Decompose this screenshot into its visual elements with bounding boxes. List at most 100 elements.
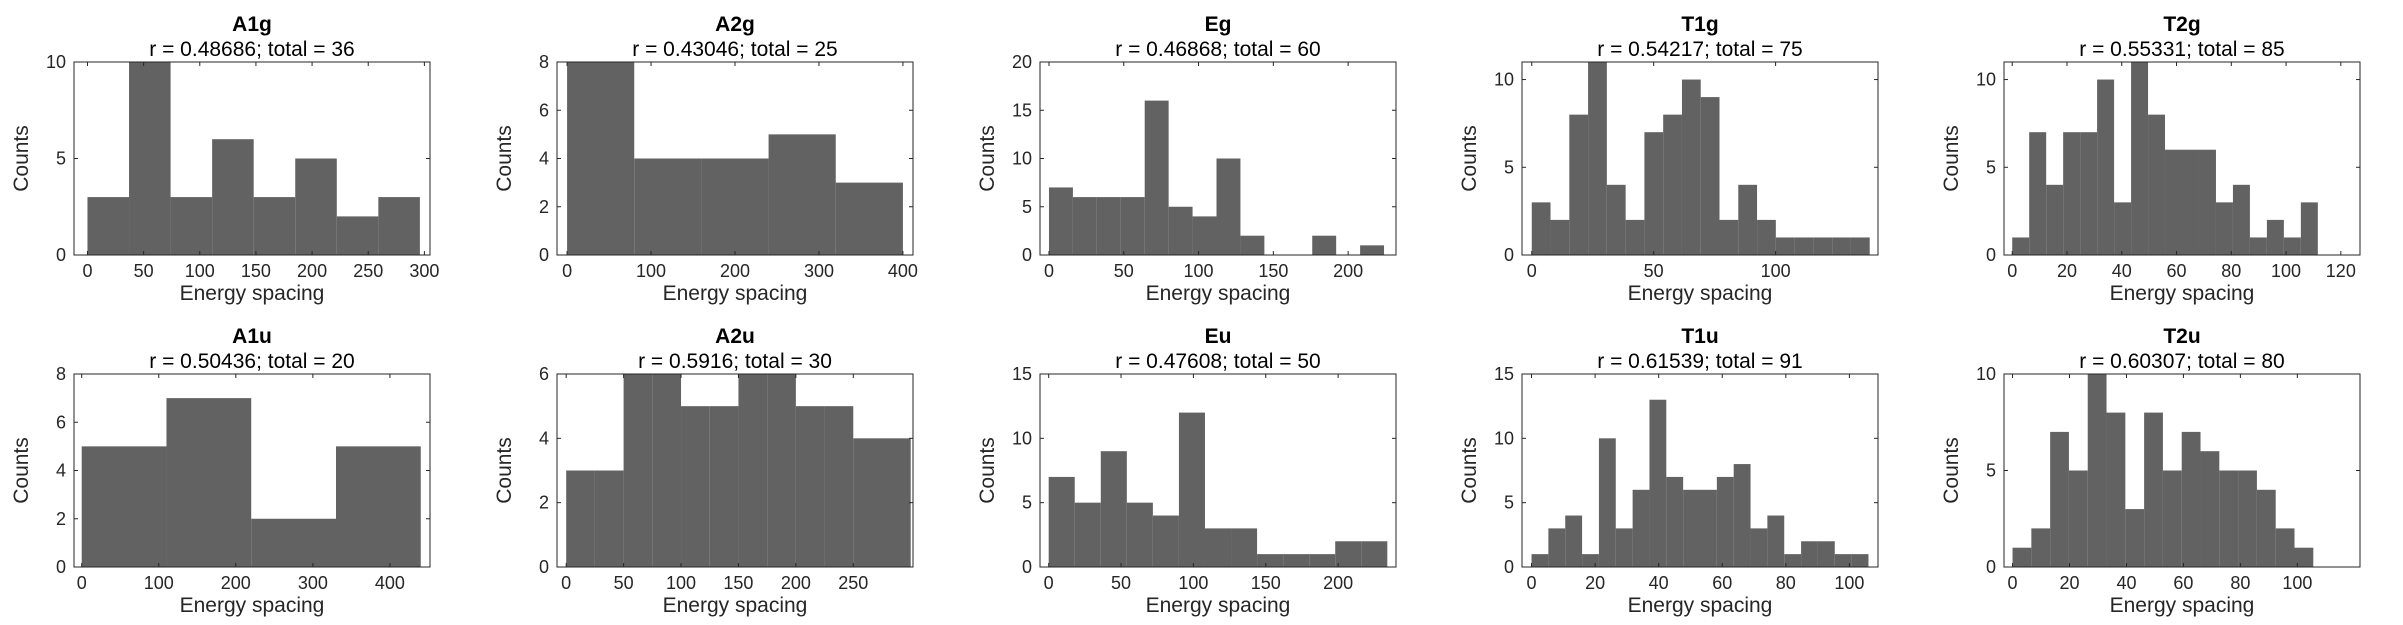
x-tick-label: 40 (2112, 261, 2132, 281)
chart-title: T2g (2163, 13, 2200, 36)
y-axis-label: Counts (976, 437, 999, 504)
histogram-bar (1632, 489, 1650, 567)
x-tick-label: 250 (353, 261, 383, 281)
histogram-bar (1750, 528, 1768, 567)
y-axis-label: Counts (1940, 125, 1963, 192)
y-tick-label: 15 (1012, 364, 1032, 384)
histogram-bar (2219, 470, 2239, 567)
x-axis-label: Energy spacing (180, 594, 325, 617)
x-tick-label: 0 (2008, 573, 2018, 593)
y-tick-label: 2 (56, 509, 66, 529)
histogram-bar (2125, 509, 2145, 567)
histogram-bar (166, 398, 252, 567)
histogram-bar (634, 158, 702, 255)
chart-title: T1u (1681, 325, 1718, 348)
histogram-bar (1832, 237, 1851, 255)
x-tick-label: 80 (2230, 573, 2250, 593)
x-tick-label: 100 (636, 261, 666, 281)
histogram-bar (1850, 237, 1870, 255)
histogram-bar (1625, 219, 1645, 255)
histogram-bar (1606, 184, 1626, 255)
histogram-bar (1700, 489, 1717, 567)
histogram-bar (129, 62, 171, 255)
y-tick-label: 15 (1494, 364, 1514, 384)
histogram-panel-Eu: 0 50 100 150 200 0 5 10 15 Eur = 0.47608; total =… (976, 325, 1397, 617)
histogram-bar (1309, 554, 1336, 567)
histogram-bar (652, 374, 682, 567)
y-tick-label: 10 (1976, 70, 1996, 90)
x-tick-label: 200 (297, 261, 327, 281)
histogram-bar (1192, 216, 1217, 255)
histogram-bar (1794, 237, 1814, 255)
x-tick-label: 0 (562, 261, 572, 281)
x-tick-label: 0 (561, 573, 571, 593)
y-tick-label: 0 (539, 245, 549, 265)
x-axis-label: Energy spacing (1146, 282, 1291, 305)
histogram-bar (1048, 187, 1073, 255)
histogram-bar (1569, 114, 1589, 256)
histogram-bar (881, 438, 911, 567)
x-tick-label: 300 (298, 573, 328, 593)
chart-subtitle: r = 0.54217; total = 75 (1597, 38, 1803, 61)
y-tick-label: 0 (56, 245, 66, 265)
histogram-bar (2029, 132, 2047, 255)
histogram-bar (2165, 149, 2182, 255)
histogram-bar (1801, 541, 1818, 567)
histogram-bar (1531, 202, 1551, 255)
histogram-bar (1531, 554, 1549, 567)
y-tick-label: 5 (56, 149, 66, 169)
chart-subtitle: r = 0.55331; total = 85 (2079, 38, 2285, 61)
histogram-bar (2050, 431, 2069, 567)
histogram-bar (2080, 132, 2098, 255)
histogram-bar (335, 446, 421, 567)
x-tick-label: 150 (241, 261, 271, 281)
x-axis-label: Energy spacing (2110, 282, 2255, 305)
histogram-bar (2266, 219, 2284, 255)
histogram-bar (853, 438, 882, 567)
histogram-bar (1144, 100, 1169, 255)
x-tick-label: 50 (1114, 261, 1134, 281)
chart-title: A1u (232, 325, 272, 348)
histogram-panel-Eg: 0 50 100 150 200 0 5 10 15 20 Egr = 0.46868; total… (976, 13, 1397, 305)
histogram-bar (1072, 197, 1097, 255)
histogram-bar (768, 134, 836, 255)
chart-subtitle: r = 0.47608; total = 50 (1115, 350, 1321, 373)
histogram-bar (2300, 202, 2318, 255)
x-tick-label: 0 (1044, 573, 1054, 593)
histogram-bar (2162, 470, 2182, 567)
histogram-bar (1074, 502, 1101, 567)
histogram-bar (336, 216, 379, 255)
x-tick-label: 60 (2173, 573, 2193, 593)
histogram-bar (1240, 235, 1265, 255)
y-tick-label: 10 (1976, 364, 1996, 384)
x-tick-label: 200 (1323, 573, 1353, 593)
histogram-bar (738, 374, 768, 567)
chart-title: Eg (1205, 13, 1232, 36)
histogram-bar (1663, 114, 1682, 256)
histogram-bar (2087, 374, 2107, 567)
histogram-bar (709, 406, 739, 567)
histogram-bar (295, 158, 337, 255)
x-tick-label: 200 (720, 261, 750, 281)
histogram-bar (1775, 237, 1795, 255)
histogram-bar (378, 197, 420, 255)
histogram-bar (1719, 219, 1739, 255)
y-tick-label: 5 (1504, 157, 1514, 177)
y-tick-label: 0 (1022, 245, 1032, 265)
y-tick-label: 2 (539, 493, 549, 513)
histogram-bar (251, 518, 336, 567)
histogram-bar (1548, 528, 1566, 567)
chart-subtitle: r = 0.60307; total = 80 (2079, 350, 2285, 373)
histogram-bar (681, 406, 710, 567)
x-tick-label: 150 (1258, 261, 1288, 281)
histogram-bar (1834, 554, 1852, 567)
x-tick-label: 0 (1044, 261, 1054, 281)
y-tick-label: 0 (1504, 245, 1514, 265)
histogram-bar (1615, 528, 1633, 567)
x-axis-label: Energy spacing (663, 282, 808, 305)
histogram-bar (1231, 528, 1258, 567)
y-tick-label: 0 (1986, 557, 1996, 577)
histogram-bar (2031, 528, 2051, 567)
